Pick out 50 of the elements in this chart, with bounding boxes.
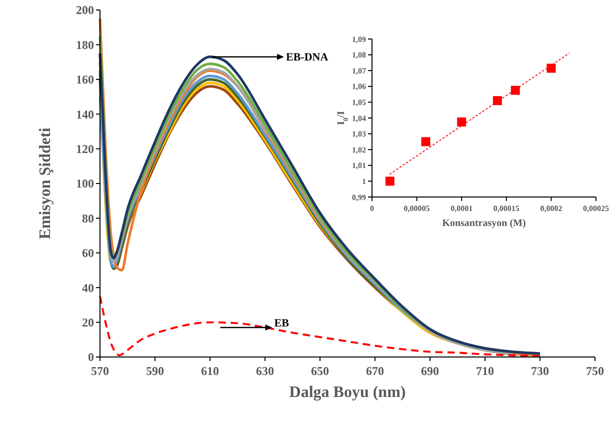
y-tick-label: 140 [76, 107, 94, 122]
y-tick-label: 0,99 [352, 192, 366, 202]
y-tick-label: 1,03 [352, 130, 366, 139]
point [510, 86, 520, 95]
x-axis-title: Dalga Boyu (nm) [289, 384, 406, 401]
y-tick-label: 20 [82, 316, 94, 330]
y-tick-label: 160 [76, 72, 94, 87]
y-tick-label: 1,05 [352, 98, 366, 107]
x-tick-label: 590 [146, 364, 164, 378]
x-tick-label: 670 [366, 364, 384, 378]
x-tick-label: 0,00005 [404, 204, 430, 213]
x-tick-label: 630 [256, 364, 274, 378]
y-tick-label: 1,07 [352, 66, 366, 76]
y-tick-label: 1 [362, 177, 366, 186]
y-tick-label: 80 [82, 211, 94, 226]
x-tick-label: 0,00025 [583, 204, 609, 213]
point [546, 64, 556, 73]
y-tick-label: 0 [88, 350, 94, 364]
x-tick-label: 570 [91, 364, 109, 378]
y-tick-label: 1,08 [352, 50, 366, 60]
y-tick-label: 120 [76, 142, 94, 156]
y-tick-label: 180 [76, 38, 94, 52]
x-tick-label: 0,0002 [540, 204, 562, 213]
y-tick-label: 1,01 [352, 161, 366, 170]
x-tick-label: 0,0001 [450, 204, 473, 213]
point [457, 117, 466, 126]
annotation: EB [274, 317, 290, 330]
point [421, 137, 430, 146]
y-tick-label: 1,06 [352, 82, 366, 92]
x-axis-title: Konsantrasyon (M) [442, 218, 526, 229]
annotation: EB-DNA [286, 52, 328, 64]
y-axis-title: Emisyon Şiddeti [37, 127, 54, 240]
point [492, 96, 502, 106]
x-tick-label: 730 [531, 364, 549, 378]
y-tick-label: 1,09 [352, 34, 366, 44]
y-tick-label: 1,02 [352, 145, 366, 154]
x-tick-label: 610 [201, 364, 219, 378]
x-tick-label: 650 [311, 364, 329, 378]
y-tick-label: 200 [76, 3, 94, 18]
x-tick-label: 710 [476, 364, 494, 378]
x-tick-label: 0 [370, 204, 374, 213]
x-tick-label: 750 [586, 364, 604, 378]
y-tick-label: 100 [76, 176, 94, 191]
y-tick-label: 1,04 [352, 114, 366, 123]
x-tick-label: 690 [421, 364, 439, 378]
y-tick-label: 40 [82, 280, 94, 295]
y-tick-label: 60 [82, 246, 94, 260]
point [385, 176, 394, 186]
line-series [99, 295, 541, 358]
x-tick-label: 0,00015 [493, 204, 520, 213]
